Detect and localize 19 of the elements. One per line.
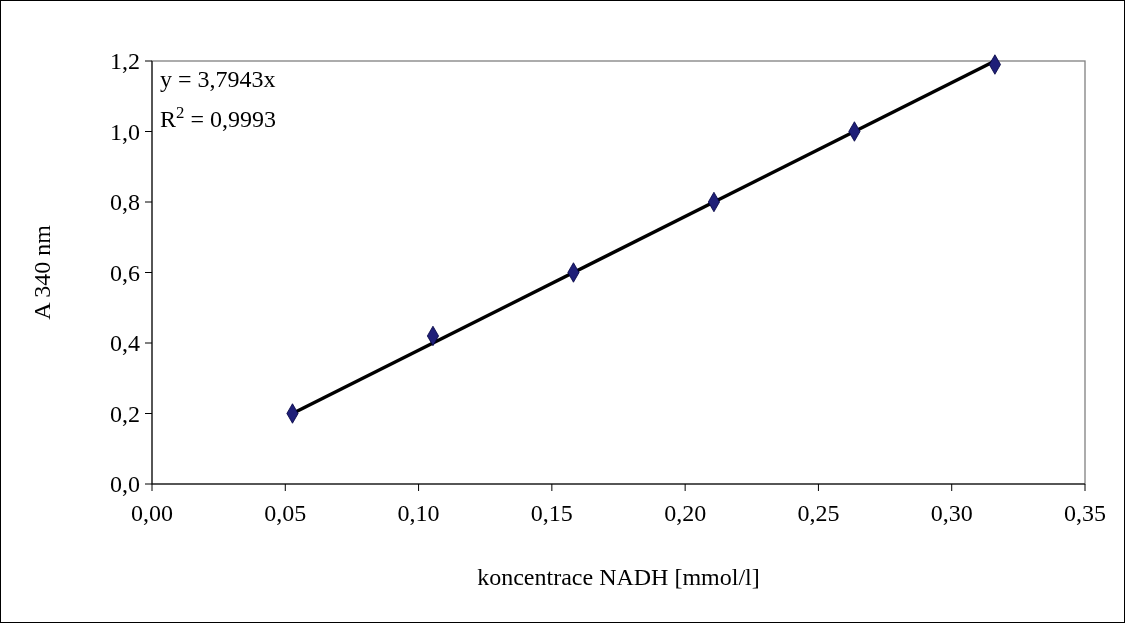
y-tick-label: 0,8 [110,189,140,215]
x-tick-label: 0,20 [664,500,707,526]
x-tick-label: 0,25 [797,500,840,526]
x-axis-title: koncentrace NADH [mmol/l] [477,564,760,590]
x-tick-label: 0,35 [1064,500,1106,526]
annotation: y = 3,7943x [160,66,276,92]
x-tick-label: 0,05 [264,500,307,526]
y-tick-label: 0,2 [110,400,140,427]
y-tick-label: 1,2 [110,48,140,74]
x-tick-label: 0,10 [397,500,440,526]
annotation: R$^{2}$ = 0,9993 [160,102,276,132]
x-tick-label: 0,00 [131,500,173,526]
y-tick-label: 0,6 [110,259,140,286]
x-tick-label: 0,30 [930,500,973,526]
y-tick-label: 0,4 [110,330,140,356]
y-axis-title: A 340 nm [29,224,55,320]
y-tick-label: 1,0 [110,118,140,145]
y-tick-label: 0,0 [110,471,140,497]
x-tick-label: 0,15 [530,500,573,526]
